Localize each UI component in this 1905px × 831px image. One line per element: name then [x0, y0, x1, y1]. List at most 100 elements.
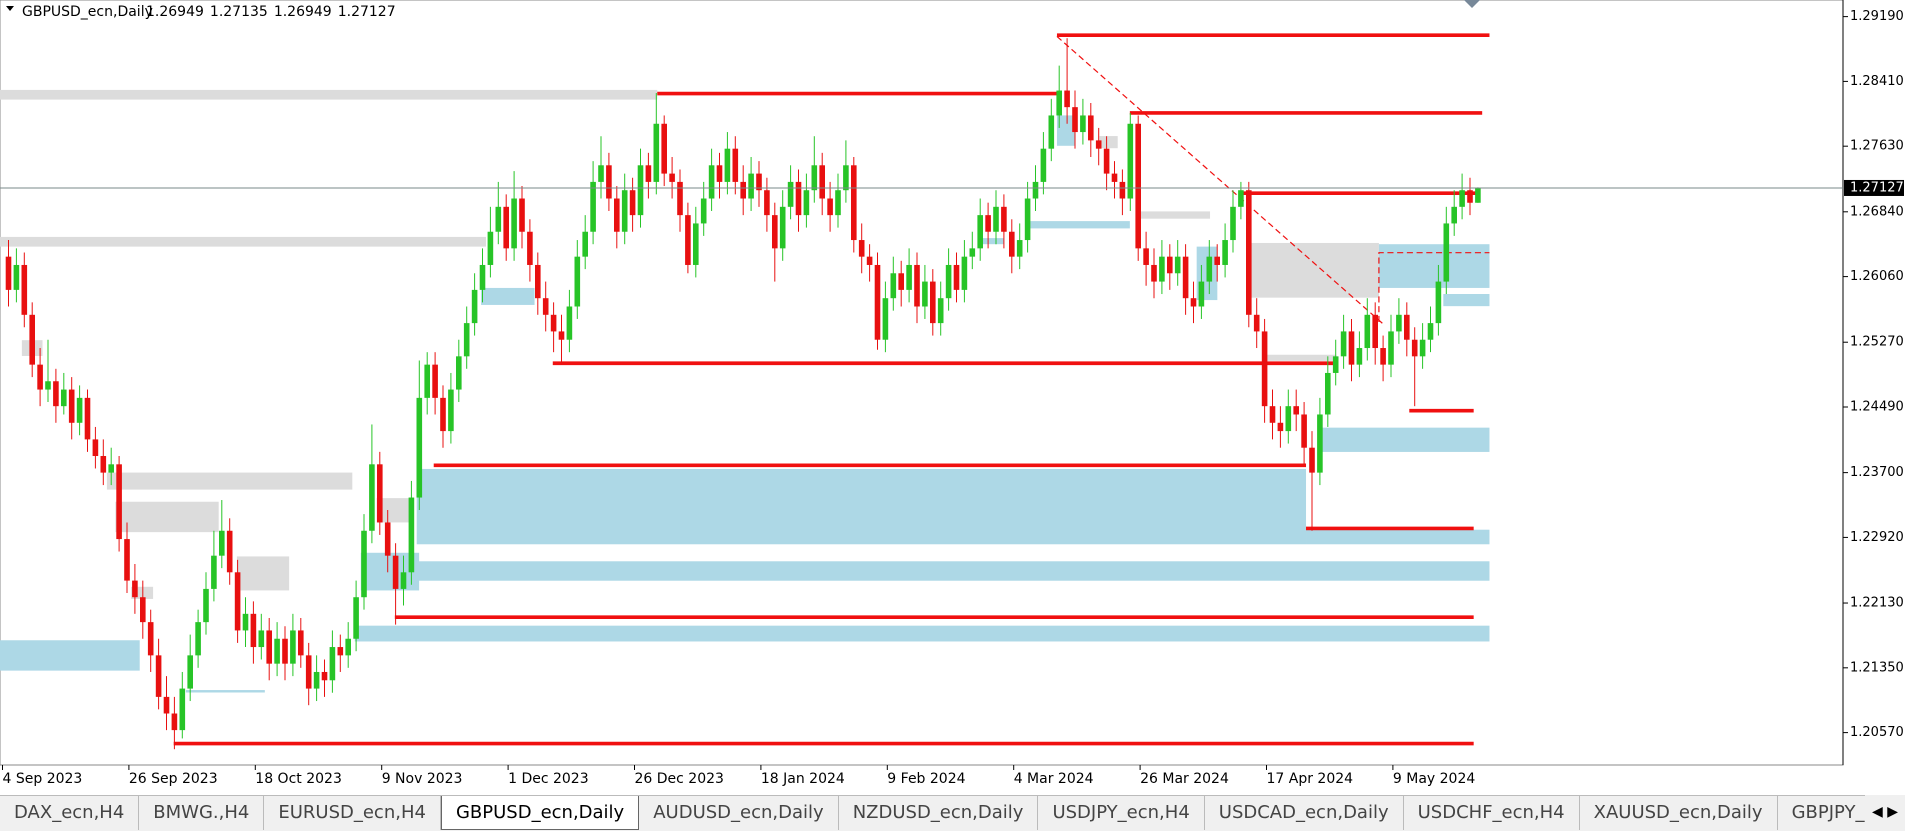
candle-body: [1230, 206, 1236, 241]
candle-body: [1301, 414, 1307, 448]
candle-body: [1056, 90, 1062, 116]
candle-body: [827, 198, 833, 216]
candle-body: [748, 173, 754, 199]
candle-body: [606, 165, 612, 199]
candle-body: [558, 331, 565, 340]
chart-tab[interactable]: AUDUSD_ecn,Daily: [639, 796, 839, 830]
candle-body: [1064, 90, 1070, 108]
candle-body: [614, 198, 620, 232]
candle-body: [400, 572, 407, 589]
candle-body: [898, 273, 904, 290]
chart-tab[interactable]: EURUSD_ecn,H4: [264, 796, 441, 830]
candle-body: [598, 165, 604, 182]
candle-body: [274, 638, 280, 664]
candle-body: [1325, 372, 1331, 415]
candle-body: [1111, 173, 1118, 182]
x-tick-label: 18 Oct 2023: [255, 771, 342, 787]
candle-body: [1009, 231, 1015, 257]
candle-body: [795, 181, 802, 216]
candle-body: [566, 306, 573, 340]
candle-body: [45, 381, 51, 390]
candle-body: [219, 530, 225, 556]
candle-body: [803, 190, 810, 216]
candle-body: [756, 173, 762, 191]
chart-tab[interactable]: BMWG.,H4: [139, 796, 265, 830]
candle-body: [1119, 181, 1126, 199]
candle-body: [211, 555, 217, 589]
demand-zones: [0, 115, 1490, 693]
candle-body: [1032, 181, 1039, 199]
trend-lines: [1056, 35, 1490, 327]
candle-body: [1356, 348, 1363, 365]
candle-body: [621, 190, 628, 232]
y-tick-label: 1.25270: [1850, 335, 1904, 350]
candle-body: [345, 638, 351, 656]
candle-body: [677, 181, 683, 216]
candle-body: [693, 223, 699, 265]
candle-body: [5, 256, 12, 290]
candle-body: [637, 165, 644, 216]
candle-body: [242, 613, 249, 631]
candle-body: [1293, 406, 1299, 415]
x-tick-label: 26 Mar 2024: [1140, 771, 1229, 787]
chart-tab[interactable]: DAX_ecn,H4: [0, 796, 140, 830]
candle-body: [132, 580, 138, 598]
chart-tab[interactable]: USDCHF_ecn,H4: [1404, 796, 1580, 830]
candle-body: [179, 688, 186, 731]
candle-body: [13, 264, 20, 290]
candle-body: [787, 181, 794, 207]
candle-body: [353, 597, 359, 639]
candle-body: [68, 389, 75, 423]
chart-tab[interactable]: GBPUSD_ecn,Daily: [440, 796, 640, 830]
candle-body: [922, 281, 928, 307]
current-price-label: 1.27127: [1850, 180, 1904, 195]
candle-body: [503, 206, 509, 249]
chart-tab[interactable]: XAUUSD_ecn,Daily: [1580, 796, 1778, 830]
y-tick-label: 1.23700: [1850, 465, 1904, 480]
candle-body: [1024, 198, 1031, 241]
candle-body: [764, 190, 770, 216]
candle-body: [930, 281, 936, 324]
shift-marker[interactable]: [1464, 0, 1480, 8]
candle-body: [937, 298, 944, 324]
candle-body: [463, 323, 470, 357]
candle-body: [819, 165, 825, 199]
candle-body: [1388, 331, 1394, 365]
x-tick-label: 4 Mar 2024: [1014, 771, 1094, 787]
candle-body: [1332, 356, 1339, 373]
candle-body: [716, 165, 723, 182]
candle-body: [708, 165, 715, 199]
candle-body: [1080, 115, 1086, 133]
x-tick-label: 9 Feb 2024: [887, 771, 965, 787]
candle-body: [1135, 123, 1141, 249]
tab-scroll[interactable]: ◀ ▶: [1865, 795, 1905, 831]
candle-body: [1159, 256, 1165, 282]
candle-body: [424, 364, 430, 398]
menu-arrow[interactable]: [6, 6, 14, 11]
candle-body: [779, 206, 786, 249]
candle-body: [653, 123, 660, 182]
candle-body: [124, 539, 130, 581]
candle-body: [282, 638, 288, 664]
candle-body: [1222, 240, 1228, 265]
candle-body: [906, 264, 912, 290]
candle-body: [187, 655, 193, 689]
candle-body: [851, 165, 857, 241]
candle-body: [456, 356, 462, 390]
candle-body: [582, 231, 588, 257]
candle-body: [969, 248, 976, 257]
candle-body: [590, 181, 596, 232]
candle-body: [843, 165, 849, 191]
candle-body: [511, 198, 517, 249]
candle-body: [266, 630, 272, 664]
chart-tab[interactable]: USDCAD_ecn,Daily: [1205, 796, 1404, 830]
chart-tab[interactable]: USDJPY_ecn,H4: [1038, 796, 1205, 830]
candle-body: [1396, 314, 1402, 332]
candle-body: [258, 630, 265, 648]
chart-tab[interactable]: NZDUSD_ecn,Daily: [839, 796, 1039, 830]
y-tick-label: 1.27630: [1850, 139, 1904, 154]
candle-body: [1048, 115, 1055, 149]
candle-body: [574, 256, 581, 307]
candle-body: [116, 464, 122, 540]
